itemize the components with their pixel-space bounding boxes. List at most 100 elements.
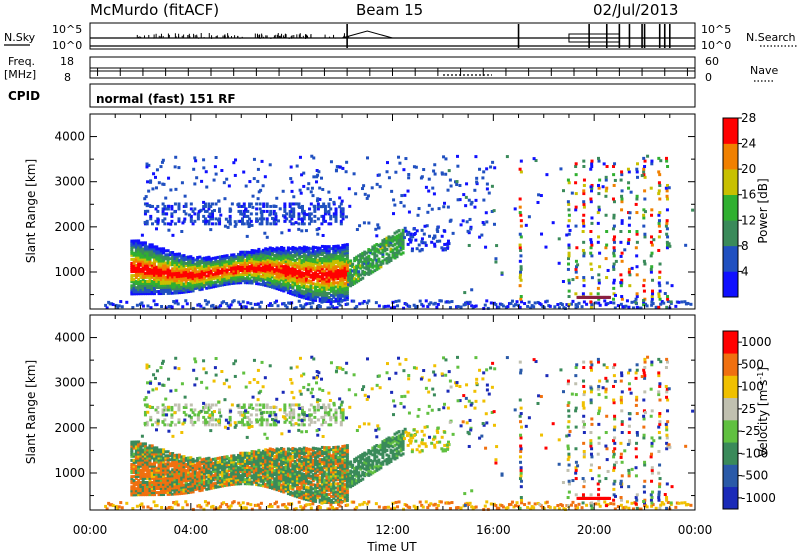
power-cell xyxy=(349,275,353,279)
power-cell xyxy=(132,288,136,292)
power-cell xyxy=(219,213,223,217)
power-cell xyxy=(200,273,204,277)
velocity-cell xyxy=(132,458,136,462)
power-cell xyxy=(162,263,166,267)
velocity-cell xyxy=(212,486,216,490)
power-cell xyxy=(668,244,672,248)
power-cell xyxy=(355,304,359,308)
power-cell xyxy=(474,304,478,308)
power-cell xyxy=(137,286,141,290)
velocity-cell xyxy=(200,470,204,474)
velocity-cell xyxy=(227,456,231,460)
velocity-cell xyxy=(130,489,134,493)
velocity-cell xyxy=(280,459,284,463)
power-cell xyxy=(265,235,269,239)
power-cell xyxy=(155,283,159,287)
power-cell xyxy=(257,268,261,272)
velocity-cell xyxy=(157,464,161,468)
velocity-cell xyxy=(236,476,240,480)
power-cell xyxy=(277,279,281,283)
power-cell xyxy=(257,190,261,194)
power-cell xyxy=(205,274,209,278)
power-cell xyxy=(173,279,177,283)
power-cell xyxy=(315,169,319,173)
power-cell xyxy=(291,270,295,274)
power-cell xyxy=(473,304,477,308)
power-cell xyxy=(446,246,450,250)
power-cell xyxy=(338,196,342,200)
power-cell xyxy=(334,291,338,295)
power-cell xyxy=(365,265,369,269)
power-cell xyxy=(163,217,167,221)
power-cell xyxy=(397,229,401,233)
power-cell xyxy=(255,259,259,263)
power-cell xyxy=(657,248,661,252)
power-cell xyxy=(612,238,616,242)
power-cell xyxy=(252,157,256,161)
power-cell xyxy=(620,221,624,225)
power-cell xyxy=(495,305,499,309)
power-cell xyxy=(240,217,244,221)
power-cell xyxy=(302,265,306,269)
power-cell xyxy=(223,266,227,270)
power-cell xyxy=(290,180,294,184)
power-cell xyxy=(343,245,347,249)
velocity-cell xyxy=(270,462,274,466)
power-cell xyxy=(300,248,304,252)
power-cell xyxy=(332,249,336,253)
power-cell xyxy=(325,255,329,259)
power-cell xyxy=(318,269,322,273)
power-cell xyxy=(175,281,179,285)
power-cell xyxy=(157,249,161,253)
power-cell xyxy=(383,304,387,308)
velocity-cell xyxy=(177,486,181,490)
power-cell xyxy=(446,205,450,209)
power-cell xyxy=(363,261,367,265)
power-cell xyxy=(377,257,381,261)
power-cell xyxy=(407,172,411,176)
velocity-cell xyxy=(175,480,179,484)
velocity-cell xyxy=(257,465,261,469)
power-cell xyxy=(139,280,143,284)
velocity-cell xyxy=(177,490,181,494)
power-cell xyxy=(274,218,278,222)
power-cell xyxy=(382,305,386,309)
power-cell xyxy=(409,238,413,242)
power-cell xyxy=(225,276,229,280)
velocity-cell xyxy=(227,475,231,479)
power-cell xyxy=(164,255,168,259)
power-cell xyxy=(419,176,423,180)
power-cell xyxy=(165,207,169,211)
power-cell xyxy=(341,282,345,286)
power-cell xyxy=(230,263,234,267)
power-cell xyxy=(132,292,136,296)
power-cell xyxy=(527,300,531,304)
velocity-cell xyxy=(270,458,274,462)
power-cell xyxy=(269,222,273,226)
power-cell xyxy=(377,264,381,268)
power-cell xyxy=(280,248,284,252)
velocity-cell xyxy=(146,474,150,478)
power-cell xyxy=(207,219,211,223)
power-cell xyxy=(159,165,163,169)
power-cell xyxy=(302,271,306,275)
power-cell xyxy=(425,224,429,228)
velocity-cell xyxy=(157,484,161,488)
power-cell xyxy=(191,262,195,266)
velocity-cell xyxy=(205,463,209,467)
power-cell xyxy=(205,266,209,270)
power-cell xyxy=(273,260,277,264)
power-cell xyxy=(298,286,302,290)
velocity-cell xyxy=(134,458,138,462)
power-cell xyxy=(289,165,293,169)
velocity-cell xyxy=(148,464,152,468)
power-cell xyxy=(209,265,213,269)
power-cell xyxy=(182,264,186,268)
power-cell xyxy=(184,284,188,288)
power-cell xyxy=(153,290,157,294)
power-cell xyxy=(212,269,216,273)
power-cell xyxy=(130,288,134,292)
power-cell xyxy=(448,306,452,310)
velocity-cell xyxy=(130,464,134,468)
velocity-cell xyxy=(239,455,243,459)
